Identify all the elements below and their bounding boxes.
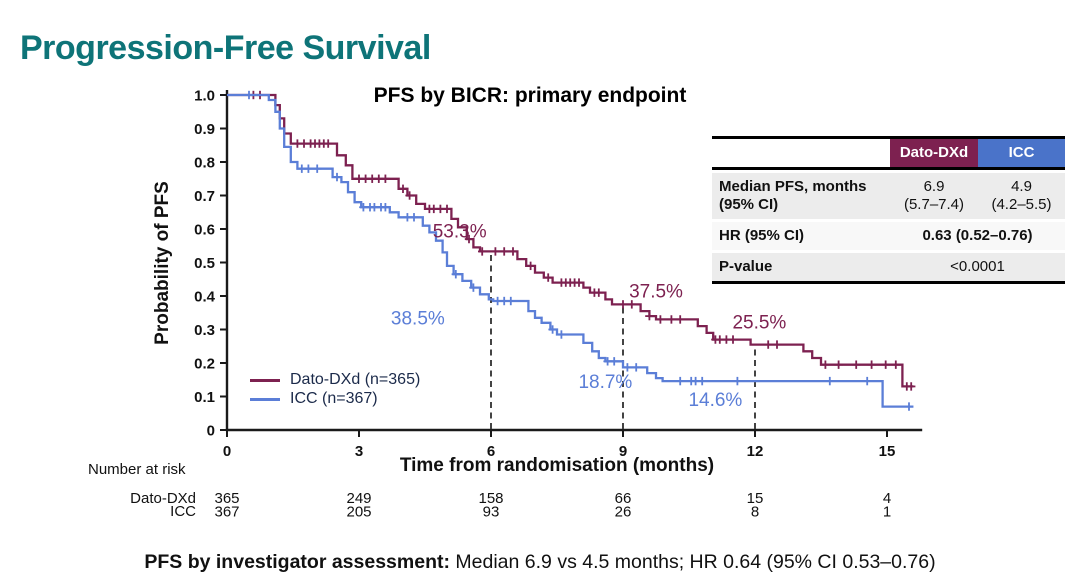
at-risk-row-label-icc: ICC (170, 503, 196, 520)
x-tick-label: 9 (619, 443, 627, 460)
y-tick-label: 0.3 (194, 322, 215, 339)
annotation-18-7pct: 18.7% (578, 372, 632, 393)
at-risk-value-dato-dxd: 15 (747, 490, 764, 507)
y-tick-label: 0.7 (194, 188, 215, 205)
x-axis-label: Time from randomisation (months) (399, 455, 715, 476)
annotation-53-3pct: 53.3% (433, 221, 487, 242)
annotation-37-5pct: 37.5% (629, 282, 683, 303)
hazard-ratio-value: 0.63 (0.52–0.76) (922, 227, 1033, 244)
y-tick-label: 0 (207, 423, 215, 440)
stats-table: Dato-DXd ICC Median PFS, months (95% CI)… (712, 136, 1065, 284)
y-tick-label: 0.1 (194, 389, 215, 406)
x-tick-label: 6 (487, 443, 495, 460)
x-tick-label: 12 (747, 443, 764, 460)
p-value-row: P-value <0.0001 (712, 253, 1065, 281)
page-title: Progression-Free Survival (20, 28, 431, 67)
legend-label-dato-dxd: Dato-DXd (n=365) (290, 371, 421, 388)
at-risk-value-icc: 205 (346, 504, 371, 521)
at-risk-value-icc: 367 (214, 504, 239, 521)
y-tick-label: 0.4 (194, 289, 216, 306)
at-risk-value-icc: 26 (615, 504, 632, 521)
stats-table-blank-header (712, 139, 890, 167)
annotation-38-5pct: 38.5% (391, 308, 445, 329)
at-risk-value-dato-dxd: 66 (615, 490, 632, 507)
at-risk-value-dato-dxd: 249 (346, 490, 371, 507)
at-risk-row-label-dato-dxd: Dato-DXd (130, 490, 196, 507)
y-tick-label: 0.8 (194, 155, 215, 172)
chart-title: PFS by BICR: primary endpoint (373, 84, 687, 107)
legend-item-dato-dxd: Dato-DXd (n=365) (250, 371, 420, 389)
median-pfs-icc-value: 4.9 (4.2–5.5) (991, 178, 1052, 213)
median-pfs-row: Median PFS, months (95% CI) 6.9 (5.7–7.4… (712, 173, 1065, 219)
annotation-25-5pct: 25.5% (732, 312, 786, 333)
hazard-ratio-label: HR (95% CI) (719, 227, 805, 244)
median-pfs-dato-value: 6.9 (5.7–7.4) (903, 178, 965, 213)
legend-item-icc: ICC (n=367) (250, 390, 420, 408)
stats-table-header-icc: ICC (978, 139, 1065, 167)
y-tick-label: 0.2 (194, 356, 215, 373)
x-tick-label: 15 (879, 443, 896, 460)
p-value-value: <0.0001 (950, 258, 1005, 275)
y-axis-label: Probability of PFS (152, 181, 173, 345)
at-risk-value-icc: 8 (751, 504, 759, 521)
x-tick-label: 3 (355, 443, 363, 460)
annotation-14-6pct: 14.6% (688, 390, 742, 411)
p-value-label: P-value (719, 258, 773, 275)
legend-label-icc: ICC (n=367) (290, 390, 378, 407)
y-tick-label: 0.9 (194, 121, 215, 138)
median-pfs-label: Median PFS, months (95% CI) (719, 178, 867, 213)
at-risk-value-icc: 1 (883, 504, 891, 521)
caption-bold-lead: PFS by investigator assessment: (144, 551, 450, 573)
y-tick-label: 1.0 (194, 88, 215, 105)
icc-line-swatch (250, 397, 280, 401)
hazard-ratio-row: HR (95% CI) 0.63 (0.52–0.76) (712, 222, 1065, 250)
stats-table-header-row: Dato-DXd ICC (712, 136, 1065, 170)
at-risk-value-dato-dxd: 4 (883, 490, 891, 507)
x-tick-label: 0 (223, 443, 231, 460)
stats-table-header-dato-dxd: Dato-DXd (890, 139, 978, 167)
footer-caption: PFS by investigator assessment: Median 6… (0, 551, 1080, 574)
caption-text: Median 6.9 vs 4.5 months; HR 0.64 (95% C… (450, 551, 936, 573)
dato-dxd-line-swatch (250, 378, 280, 382)
y-tick-label: 0.5 (194, 255, 215, 272)
y-tick-label: 0.6 (194, 222, 215, 239)
at-risk-value-icc: 93 (483, 504, 500, 521)
number-at-risk-label: Number at risk (88, 461, 186, 478)
legend: Dato-DXd (n=365) ICC (n=367) (250, 371, 420, 409)
at-risk-value-dato-dxd: 365 (214, 490, 239, 507)
at-risk-value-dato-dxd: 158 (478, 490, 503, 507)
